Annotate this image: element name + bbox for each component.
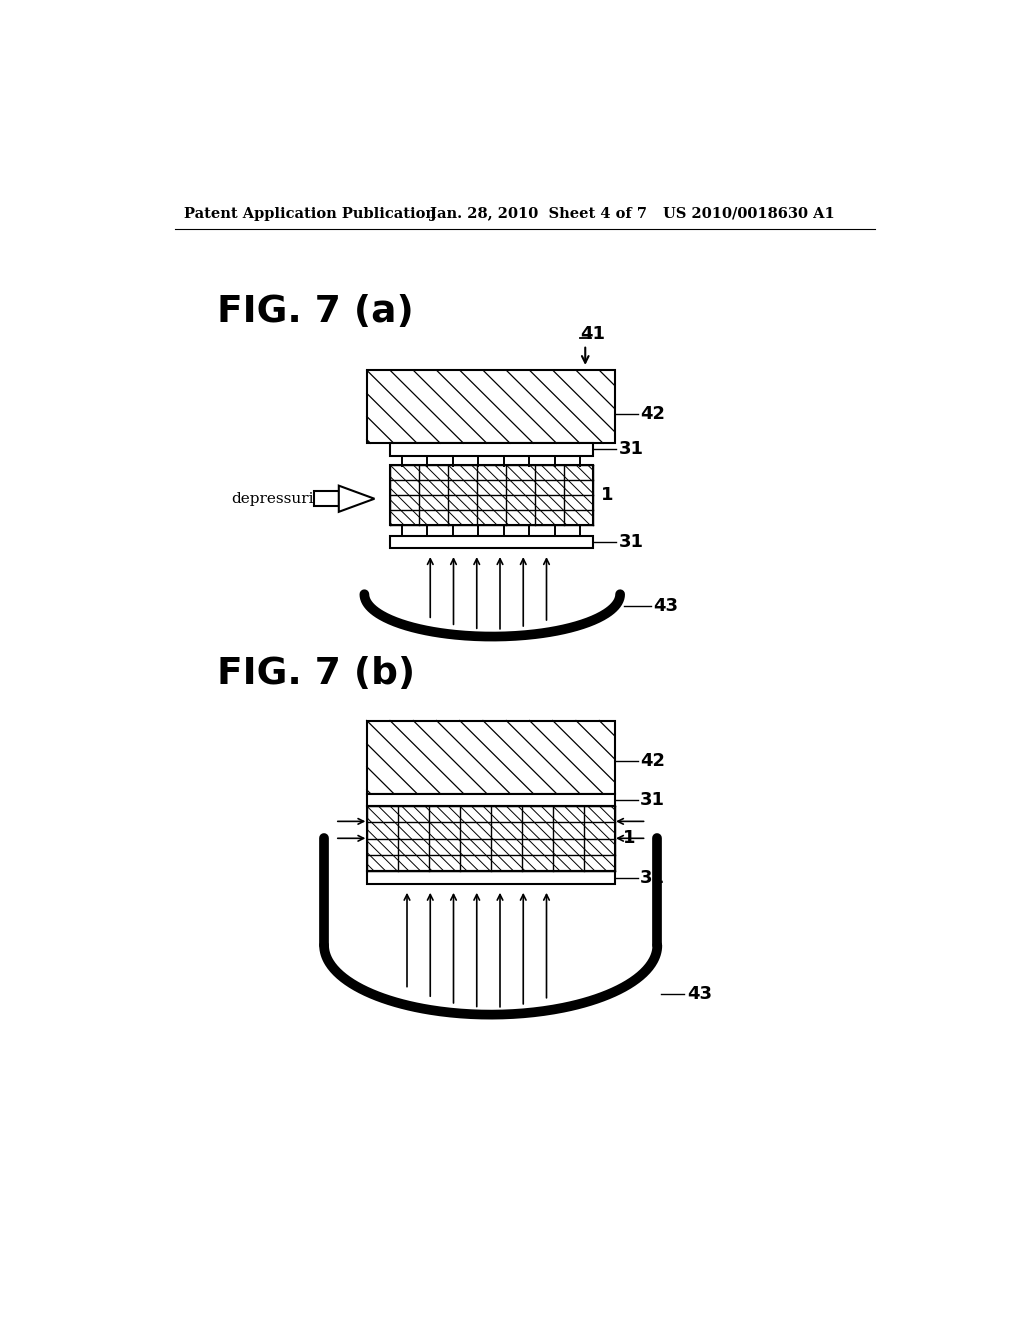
Text: Jan. 28, 2010  Sheet 4 of 7: Jan. 28, 2010 Sheet 4 of 7	[430, 207, 647, 220]
Polygon shape	[339, 486, 375, 512]
Text: 1: 1	[601, 486, 613, 504]
Bar	[367, 807, 614, 871]
Text: 43: 43	[687, 985, 712, 1003]
Text: Patent Application Publication: Patent Application Publication	[183, 207, 436, 220]
Text: US 2010/0018630 A1: US 2010/0018630 A1	[663, 207, 835, 220]
Text: 31: 31	[640, 869, 666, 887]
Bar	[314, 491, 339, 507]
Text: 31: 31	[618, 533, 643, 550]
Bar	[390, 465, 593, 525]
Bar	[367, 721, 614, 793]
Text: 31: 31	[640, 791, 666, 809]
Bar	[390, 465, 593, 525]
Text: depressurization: depressurization	[231, 492, 360, 506]
Bar	[367, 871, 614, 884]
Bar	[367, 793, 614, 807]
Bar	[390, 444, 593, 455]
Bar	[367, 807, 614, 871]
Bar	[390, 536, 593, 548]
Text: 42: 42	[640, 751, 666, 770]
Text: FIG. 7 (b): FIG. 7 (b)	[217, 656, 416, 692]
Text: 1: 1	[623, 829, 635, 847]
Text: 42: 42	[640, 405, 666, 422]
Text: 31: 31	[618, 441, 643, 458]
Text: FIG. 7 (a): FIG. 7 (a)	[217, 294, 414, 330]
Text: 43: 43	[653, 597, 679, 615]
Bar	[367, 370, 614, 444]
Text: 41: 41	[580, 325, 605, 343]
